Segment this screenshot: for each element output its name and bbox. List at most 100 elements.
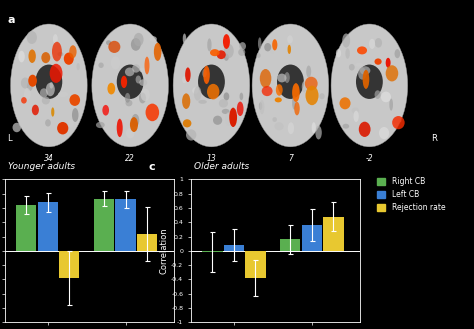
Ellipse shape [139,92,146,103]
Ellipse shape [374,59,382,65]
Ellipse shape [27,82,33,91]
Ellipse shape [273,117,277,122]
Ellipse shape [12,123,21,132]
Ellipse shape [109,41,120,53]
Ellipse shape [146,104,159,121]
Ellipse shape [139,68,144,72]
Ellipse shape [50,82,53,89]
Ellipse shape [392,116,405,129]
Ellipse shape [183,34,186,44]
Ellipse shape [275,97,282,102]
Ellipse shape [217,50,226,59]
Ellipse shape [363,70,369,89]
Ellipse shape [355,63,363,67]
Ellipse shape [24,88,31,100]
Ellipse shape [121,76,127,88]
Ellipse shape [343,124,349,129]
Ellipse shape [356,64,383,99]
Ellipse shape [346,48,350,59]
Ellipse shape [359,122,371,137]
Ellipse shape [41,52,50,63]
Ellipse shape [99,63,104,68]
Ellipse shape [130,117,138,132]
Ellipse shape [306,65,311,78]
Ellipse shape [336,49,341,58]
Text: a: a [7,14,15,25]
Text: Older adults: Older adults [194,162,249,171]
Text: 7: 7 [288,154,293,163]
Ellipse shape [136,75,141,84]
Ellipse shape [239,42,246,50]
Ellipse shape [288,45,291,54]
Bar [202,251,223,252]
Ellipse shape [223,34,230,49]
Ellipse shape [259,102,262,110]
Ellipse shape [274,122,283,130]
Ellipse shape [302,81,307,92]
Ellipse shape [306,86,319,105]
Ellipse shape [141,89,150,101]
Ellipse shape [21,97,27,104]
Ellipse shape [51,107,55,117]
Ellipse shape [389,98,393,111]
Bar [37,202,58,251]
Ellipse shape [374,90,381,99]
Ellipse shape [284,72,290,83]
Ellipse shape [10,24,87,147]
Ellipse shape [312,122,316,133]
Ellipse shape [46,83,55,96]
Ellipse shape [386,65,398,82]
Ellipse shape [28,75,37,87]
Ellipse shape [183,119,191,127]
Text: 34: 34 [44,154,54,163]
Y-axis label: Correlation: Correlation [159,228,168,274]
Ellipse shape [271,48,274,53]
Ellipse shape [207,84,219,99]
Ellipse shape [126,128,135,139]
Ellipse shape [375,38,382,48]
Ellipse shape [369,39,375,49]
Text: L: L [7,135,12,143]
Ellipse shape [277,74,286,82]
Ellipse shape [106,40,111,45]
Ellipse shape [52,42,62,62]
Ellipse shape [139,79,147,86]
Ellipse shape [96,122,105,128]
Bar [301,225,322,251]
Ellipse shape [149,36,157,42]
Ellipse shape [264,43,271,51]
Ellipse shape [186,129,196,140]
Ellipse shape [272,39,277,50]
Ellipse shape [18,51,25,63]
Bar [59,251,80,278]
Ellipse shape [292,83,300,102]
Ellipse shape [92,24,168,147]
Ellipse shape [349,64,355,70]
Ellipse shape [202,69,207,77]
Ellipse shape [125,67,135,76]
Ellipse shape [58,91,68,97]
Bar [16,205,36,251]
Ellipse shape [21,77,30,89]
Ellipse shape [225,112,232,126]
Ellipse shape [224,44,234,58]
Ellipse shape [108,83,115,94]
Ellipse shape [53,34,58,44]
Ellipse shape [182,93,190,109]
Ellipse shape [126,100,132,106]
Ellipse shape [237,102,244,116]
Ellipse shape [50,64,63,83]
Ellipse shape [185,67,191,82]
Ellipse shape [224,54,229,61]
Bar [323,216,344,251]
Ellipse shape [27,31,37,44]
Ellipse shape [134,33,144,46]
Ellipse shape [132,114,139,127]
Ellipse shape [45,119,51,127]
Ellipse shape [222,109,229,114]
Ellipse shape [386,58,391,68]
Ellipse shape [305,77,318,90]
Ellipse shape [40,88,48,98]
Ellipse shape [182,76,186,83]
Text: -2: -2 [365,154,373,163]
